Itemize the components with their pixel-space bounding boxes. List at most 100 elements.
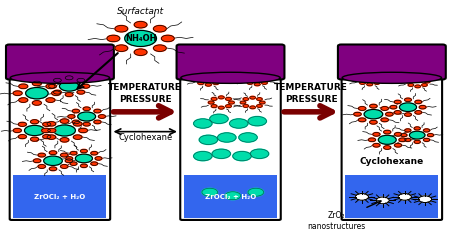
Circle shape — [243, 105, 248, 107]
Circle shape — [91, 151, 98, 155]
Circle shape — [373, 144, 380, 147]
Circle shape — [60, 153, 68, 157]
Circle shape — [59, 81, 79, 91]
Circle shape — [46, 84, 55, 89]
Circle shape — [83, 107, 90, 111]
Circle shape — [65, 93, 73, 97]
Circle shape — [77, 78, 85, 82]
Circle shape — [211, 105, 217, 108]
FancyBboxPatch shape — [6, 45, 114, 79]
Circle shape — [60, 164, 68, 168]
Circle shape — [405, 80, 411, 83]
Circle shape — [38, 153, 46, 157]
Circle shape — [424, 129, 430, 132]
Circle shape — [370, 104, 377, 108]
Circle shape — [78, 112, 95, 121]
Circle shape — [388, 72, 394, 75]
FancyBboxPatch shape — [180, 69, 281, 220]
Text: TEMPERATURE: TEMPERATURE — [274, 83, 348, 92]
Circle shape — [161, 35, 174, 42]
Circle shape — [395, 73, 400, 76]
Circle shape — [233, 151, 251, 161]
Circle shape — [239, 133, 257, 142]
Circle shape — [83, 122, 90, 126]
Circle shape — [247, 74, 253, 77]
Circle shape — [419, 196, 431, 202]
Circle shape — [115, 25, 128, 32]
Circle shape — [219, 96, 224, 99]
Text: Cyclohexane: Cyclohexane — [360, 158, 424, 166]
Circle shape — [218, 133, 236, 142]
Text: ZrOCl₂ + H₂O: ZrOCl₂ + H₂O — [34, 194, 86, 200]
Circle shape — [405, 98, 411, 102]
Circle shape — [415, 85, 420, 88]
Circle shape — [81, 149, 87, 153]
Circle shape — [210, 114, 228, 123]
Circle shape — [374, 74, 380, 77]
Circle shape — [370, 120, 377, 124]
Circle shape — [213, 74, 219, 77]
FancyBboxPatch shape — [10, 69, 110, 220]
Circle shape — [70, 162, 77, 165]
Circle shape — [374, 81, 380, 84]
Circle shape — [425, 80, 430, 83]
Circle shape — [405, 129, 411, 132]
Circle shape — [72, 109, 79, 113]
Circle shape — [415, 75, 420, 78]
Circle shape — [239, 72, 245, 75]
Circle shape — [194, 119, 212, 128]
Circle shape — [378, 135, 396, 144]
Circle shape — [247, 81, 253, 84]
Text: Surfactant: Surfactant — [117, 7, 164, 16]
Circle shape — [427, 134, 434, 137]
Circle shape — [394, 100, 401, 104]
Circle shape — [404, 69, 409, 71]
Circle shape — [232, 73, 238, 76]
Circle shape — [115, 45, 128, 51]
Circle shape — [65, 76, 73, 80]
Circle shape — [376, 197, 389, 204]
Circle shape — [415, 111, 422, 114]
Circle shape — [229, 101, 234, 104]
Circle shape — [41, 128, 50, 133]
Circle shape — [13, 91, 22, 96]
Bar — [345, 175, 438, 218]
Circle shape — [60, 119, 69, 123]
Circle shape — [239, 65, 245, 68]
Circle shape — [381, 106, 389, 110]
Circle shape — [91, 162, 98, 165]
Circle shape — [18, 122, 26, 126]
Circle shape — [49, 151, 57, 155]
Circle shape — [409, 131, 425, 139]
FancyBboxPatch shape — [338, 45, 446, 79]
Bar — [13, 175, 106, 218]
Circle shape — [385, 112, 393, 116]
Circle shape — [354, 112, 361, 116]
Circle shape — [68, 115, 75, 118]
Ellipse shape — [10, 72, 110, 83]
Circle shape — [250, 149, 269, 158]
Circle shape — [243, 98, 248, 100]
Circle shape — [399, 138, 406, 142]
Text: NH₄OH: NH₄OH — [125, 34, 156, 43]
Circle shape — [405, 113, 411, 116]
Circle shape — [225, 97, 231, 100]
Circle shape — [81, 164, 87, 168]
Circle shape — [355, 194, 368, 200]
Circle shape — [368, 138, 376, 142]
Circle shape — [30, 120, 39, 124]
Circle shape — [358, 106, 366, 110]
Circle shape — [377, 78, 383, 81]
Ellipse shape — [344, 63, 439, 76]
Text: ZrOCl₂ + H₂O: ZrOCl₂ + H₂O — [205, 194, 256, 200]
Circle shape — [367, 73, 372, 75]
Circle shape — [398, 194, 411, 200]
Circle shape — [211, 97, 217, 100]
Circle shape — [134, 49, 147, 55]
Circle shape — [154, 25, 166, 32]
Circle shape — [225, 72, 231, 75]
Circle shape — [13, 128, 21, 133]
Circle shape — [385, 69, 391, 71]
Circle shape — [223, 69, 228, 71]
Circle shape — [364, 110, 383, 119]
